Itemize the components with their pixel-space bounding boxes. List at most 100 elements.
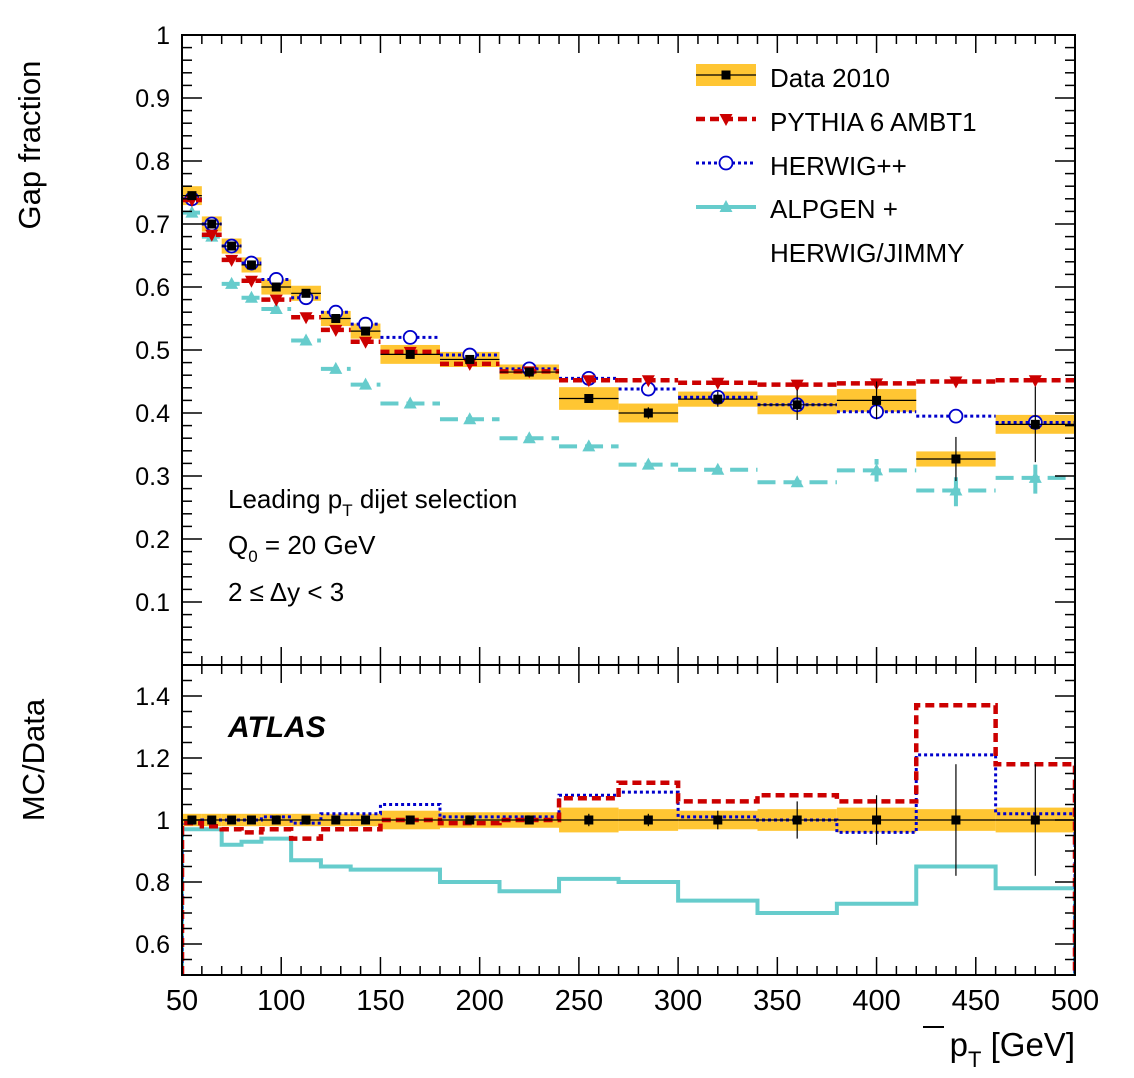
x-tick-label-9: 500 xyxy=(1051,985,1099,1017)
legend-pythia-marker xyxy=(719,114,733,126)
legend: Data 2010 PYTHIA 6 AMBT1 HERWIG++ ALPGEN… xyxy=(770,63,977,268)
upper-data-marker-15 xyxy=(872,395,882,405)
x-axis-label: pT [GeV] xyxy=(950,1026,1075,1072)
upper-alpgen-marker-8 xyxy=(403,396,417,409)
upper-data-marker-9 xyxy=(465,354,475,364)
legend-label-herwig: HERWIG++ xyxy=(770,151,907,181)
upper-alpgen-marker-7 xyxy=(359,377,373,390)
upper-data-marker-2 xyxy=(227,241,237,251)
plot-layer: 0.1 0.2 0.3 0.4 0.5 0.6 0.7 0.8 0.9 1 0.6 0.8 1 1.2 1.… xyxy=(135,22,1099,1017)
upper-ylabel: Gap fraction xyxy=(12,61,47,230)
upper-pythia-marker-7 xyxy=(359,336,373,349)
lower-data-marker-9 xyxy=(465,815,475,825)
upper-ytick-label-1: 0.2 xyxy=(135,526,170,554)
lower-series-group xyxy=(182,703,1075,975)
upper-pythia-marker-14 xyxy=(790,379,804,392)
lower-ytick-label-4: 1.4 xyxy=(135,683,170,711)
lower-data-marker-12 xyxy=(643,815,653,825)
lower-data-marker-1 xyxy=(207,815,217,825)
upper-data-marker-3 xyxy=(246,260,256,270)
lower-ytick-label-0: 0.6 xyxy=(135,931,170,959)
legend-label-pythia: PYTHIA 6 AMBT1 xyxy=(770,107,977,137)
upper-pythia-marker-12 xyxy=(641,375,655,388)
upper-data-marker-7 xyxy=(361,326,371,336)
upper-data-marker-0 xyxy=(187,191,197,201)
upper-ytick-label-5: 0.6 xyxy=(135,274,170,302)
upper-ytick-label-8: 0.9 xyxy=(135,85,170,113)
lower-data-marker-13 xyxy=(713,815,723,825)
lower-ytick-label-2: 1 xyxy=(156,807,170,835)
upper-ytick-label-3: 0.4 xyxy=(135,400,170,428)
upper-alpgen-marker-12 xyxy=(641,457,655,470)
atlas-label: ATLAS xyxy=(227,711,326,744)
upper-panel: Gap fraction Leading pT dijet selection … xyxy=(12,61,977,607)
lower-panel: MC/Data ATLAS pT [GeV] xyxy=(16,698,1075,1072)
upper-alpgen-marker-4 xyxy=(269,302,283,315)
upper-pythia-marker-1 xyxy=(205,229,219,242)
lower-data-marker-3 xyxy=(246,815,256,825)
upper-pythia-marker-13 xyxy=(711,377,725,390)
upper-series-group xyxy=(182,186,1075,507)
upper-pythia-marker-3 xyxy=(244,275,258,288)
legend-label-data: Data 2010 xyxy=(770,63,890,93)
upper-alpgen-marker-13 xyxy=(711,462,725,475)
lower-data-marker-2 xyxy=(227,815,237,825)
lower-ylabel: MC/Data xyxy=(16,698,51,821)
upper-alpgen-marker-16 xyxy=(949,483,963,496)
upper-data-marker-1 xyxy=(207,219,217,229)
x-tick-label-5: 300 xyxy=(654,985,702,1017)
upper-ytick-label-7: 0.8 xyxy=(135,148,170,176)
upper-alpgen-marker-2 xyxy=(225,276,239,289)
x-tick-label-2: 150 xyxy=(356,985,404,1017)
upper-data-marker-8 xyxy=(405,349,415,359)
lower-data-marker-15 xyxy=(872,815,882,825)
upper-pythia-marker-4 xyxy=(269,294,283,307)
lower-pythia-ratio-line xyxy=(182,703,1075,975)
upper-data-marker-10 xyxy=(524,367,534,377)
upper-alpgen-marker-6 xyxy=(329,361,343,374)
lower-data-marker-14 xyxy=(792,815,802,825)
upper-herwig-marker-8 xyxy=(402,329,418,345)
lower-data-marker-4 xyxy=(271,815,281,825)
x-tick-label-8: 450 xyxy=(952,985,1000,1017)
lower-ytick-label-3: 1.2 xyxy=(135,745,170,773)
upper-ytick-label-4: 0.5 xyxy=(135,337,170,365)
upper-ytick-label-0: 0.1 xyxy=(135,589,170,617)
upper-alpgen-marker-11 xyxy=(582,439,596,452)
legend-data-marker xyxy=(721,70,731,80)
upper-data-marker-13 xyxy=(713,394,723,404)
annotation-line-2: Q0 = 20 GeV xyxy=(228,530,376,566)
upper-alpgen-marker-15 xyxy=(870,463,884,476)
lower-data-marker-11 xyxy=(584,815,594,825)
legend-label-alpgen-2: HERWIG/JIMMY xyxy=(770,238,965,268)
upper-annotation: Leading pT dijet selection Q0 = 20 GeV 2… xyxy=(228,484,517,607)
lower-data-marker-16 xyxy=(951,815,961,825)
legend-alpgen-marker xyxy=(719,200,733,212)
upper-alpgen-marker-5 xyxy=(299,333,313,346)
x-tick-label-7: 400 xyxy=(852,985,900,1017)
lower-data-marker-10 xyxy=(524,815,534,825)
upper-data-marker-14 xyxy=(792,400,802,410)
lower-data-marker-5 xyxy=(301,815,311,825)
annotation-line-3: 2 ≤ Δy < 3 xyxy=(228,577,344,607)
legend-label-alpgen: ALPGEN + xyxy=(770,194,898,224)
upper-pythia-marker-11 xyxy=(582,375,596,388)
lower-data-marker-6 xyxy=(331,815,341,825)
upper-pythia-marker-17 xyxy=(1028,375,1042,388)
upper-alpgen-marker-3 xyxy=(244,290,258,303)
x-tick-label-0: 50 xyxy=(166,985,198,1017)
upper-alpgen-marker-17 xyxy=(1028,470,1042,483)
annotation-line-1: Leading pT dijet selection xyxy=(228,484,517,520)
upper-data-marker-17 xyxy=(1030,419,1040,429)
upper-pythia-marker-16 xyxy=(949,376,963,389)
lower-data-marker-7 xyxy=(361,815,371,825)
upper-ytick-label-6: 0.7 xyxy=(135,211,170,239)
upper-ytick-label-9: 1 xyxy=(156,22,170,50)
upper-data-marker-11 xyxy=(584,394,594,404)
x-tick-label-6: 350 xyxy=(753,985,801,1017)
upper-data-marker-4 xyxy=(271,282,281,292)
x-tick-label-4: 250 xyxy=(555,985,603,1017)
upper-herwig-marker-16 xyxy=(948,408,964,424)
lower-ytick-label-1: 0.8 xyxy=(135,869,170,897)
